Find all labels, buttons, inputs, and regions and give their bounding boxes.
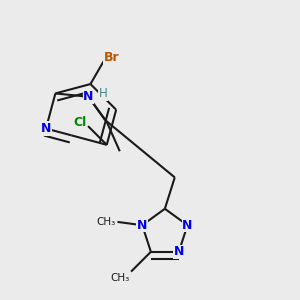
Text: N: N [83, 90, 94, 103]
Text: N: N [41, 122, 51, 135]
Text: N: N [174, 245, 184, 258]
Text: Br: Br [104, 51, 120, 64]
Text: Cl: Cl [73, 116, 86, 129]
Text: CH₃: CH₃ [97, 217, 116, 227]
Text: CH₃: CH₃ [110, 273, 129, 283]
Text: H: H [99, 87, 108, 100]
Text: N: N [182, 219, 193, 232]
Text: N: N [137, 219, 147, 232]
